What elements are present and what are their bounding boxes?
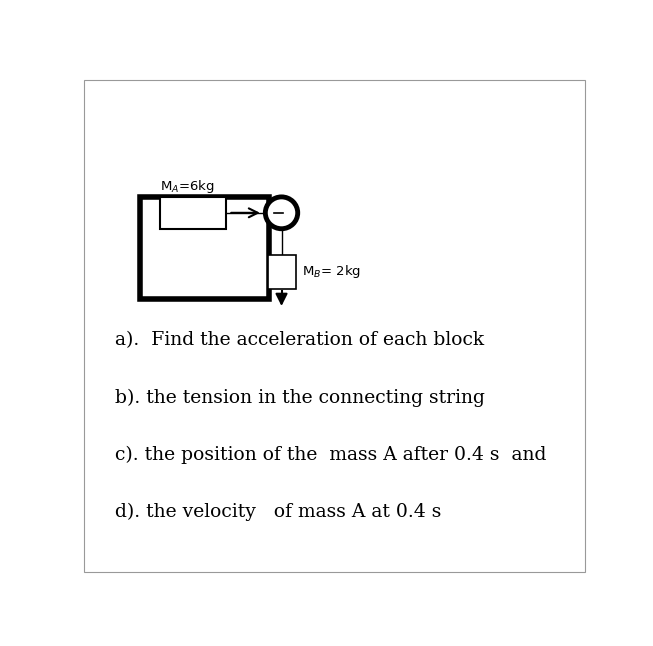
Bar [140,197,269,299]
Text: M$_A$=6kg: M$_A$=6kg [160,178,215,195]
Text: M$_B$= 2kg: M$_B$= 2kg [302,263,360,280]
Text: b). the tension in the connecting string: b). the tension in the connecting string [114,388,485,407]
Text: c). the position of the  mass A after 0.4 s  and: c). the position of the mass A after 0.4… [114,446,546,464]
Text: a).  Find the acceleration of each block: a). Find the acceleration of each block [114,331,484,349]
Text: d). the velocity   of mass A at 0.4 s: d). the velocity of mass A at 0.4 s [114,503,441,521]
Bar [160,197,226,229]
Bar [268,255,296,289]
Circle shape [265,197,298,229]
